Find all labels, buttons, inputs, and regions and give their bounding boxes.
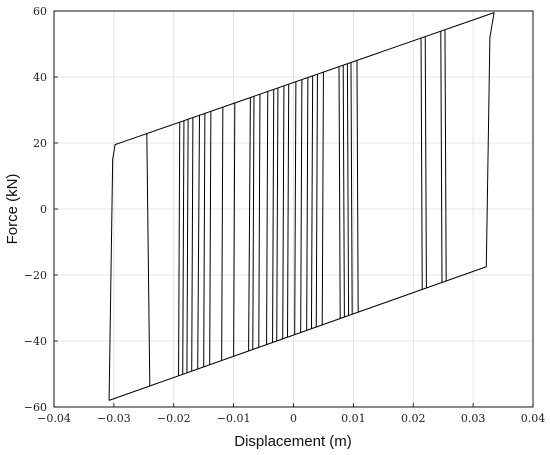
x-tick-label: 0.03 [461, 412, 486, 425]
y-tick-label: 40 [33, 71, 47, 84]
unloading-branch-line [321, 72, 324, 325]
unloading-branch-line [440, 31, 443, 283]
y-tick-label: −20 [24, 269, 47, 282]
unloading-branch-line [252, 96, 255, 350]
x-tick-label: −0.04 [37, 412, 71, 425]
unloading-branch-line [258, 94, 261, 348]
hysteresis-envelope-line [108, 12, 495, 401]
unloading-branch-line [338, 66, 341, 319]
unloading-branch-line [178, 122, 181, 376]
x-tick-label: −0.02 [157, 412, 191, 425]
y-tick-label: 20 [33, 137, 47, 150]
unloading-branch-line [342, 65, 345, 318]
y-tick-label: 0 [40, 203, 47, 216]
unloading-branch-line [424, 36, 427, 288]
unloading-branch-line [350, 62, 353, 315]
unloading-branch-line [444, 29, 447, 281]
unloading-branch-line [203, 113, 206, 367]
unloading-branch-line [266, 91, 269, 345]
x-tick-label: −0.01 [217, 412, 251, 425]
y-tick-label: −40 [24, 335, 47, 348]
unloading-branch-line [356, 60, 359, 313]
y-tick-label: 60 [33, 5, 47, 18]
unloading-branch-line [294, 81, 297, 335]
unloading-branch-line [315, 74, 318, 328]
unloading-branch-line [197, 115, 200, 370]
unloading-branch-line [346, 63, 350, 316]
unloading-branch-line [146, 133, 151, 386]
unloading-branch-line [186, 119, 189, 373]
data-layer [108, 12, 495, 401]
unloading-branch-line [248, 97, 251, 351]
x-tick-label: 0.01 [341, 412, 366, 425]
unloading-branch-line [420, 38, 423, 290]
unloading-branch-line [276, 87, 279, 342]
x-tick-label: 0.02 [401, 412, 426, 425]
unloading-branch-line [310, 75, 314, 329]
y-axis-label: Force (kN) [4, 174, 21, 245]
unloading-branch-line [282, 85, 285, 339]
unloading-branch-line [287, 84, 290, 338]
unloading-branch-line [300, 79, 303, 333]
x-tick-label: 0 [290, 412, 297, 425]
unloading-branch-line [272, 89, 275, 343]
x-tick-label: −0.03 [97, 412, 131, 425]
unloading-branch-line [182, 120, 185, 375]
unloading-branch-line [306, 77, 309, 331]
y-tick-label: −60 [24, 401, 47, 414]
unloading-branch-line [209, 111, 212, 365]
unloading-branch-line [233, 102, 236, 357]
tick-layer: −0.04 −0.03 −0.02 −0.01 0 0.01 0.02 0.03 0.04 −60… [24, 5, 545, 425]
x-tick-label: 0.04 [521, 412, 546, 425]
unloading-branch-line [221, 107, 224, 361]
unloading-branch-line [191, 117, 194, 372]
grid-layer [53, 10, 534, 408]
x-axis-label: Displacement (m) [234, 433, 352, 450]
